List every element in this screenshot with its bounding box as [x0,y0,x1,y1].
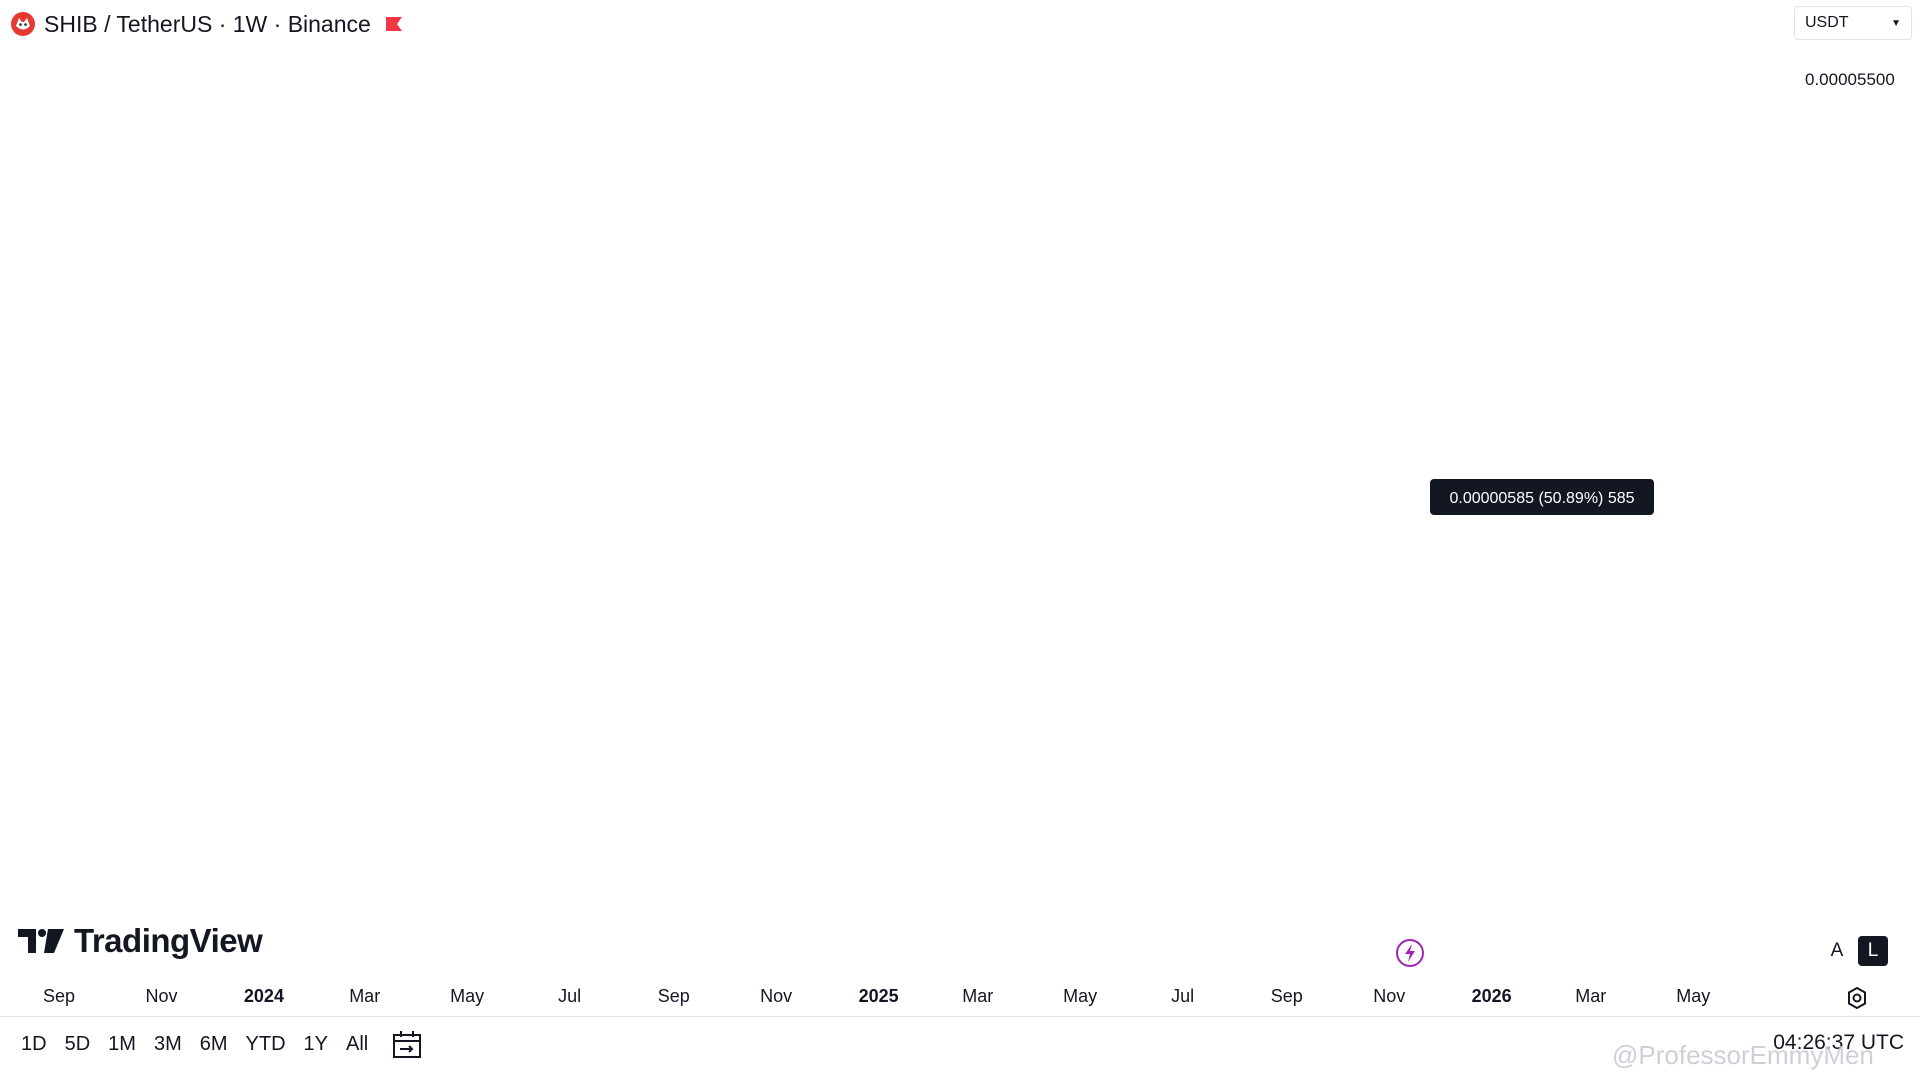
bottom-toolbar: 1D 5D 1M 3M 6M YTD 1Y All 04:26:37 UTC [0,1016,1920,1072]
lightning-icon[interactable] [1394,937,1426,969]
time-tick-label: Sep [1271,986,1303,1006]
time-tick-label: Mar [349,986,380,1006]
range-all[interactable]: All [346,1033,369,1055]
range-5d[interactable]: 5D [64,1033,91,1055]
watermark-text: @ProfessorEmmyMen [1612,1040,1874,1070]
clock-utc[interactable]: 04:26:37 UTC [1773,1031,1904,1054]
range-1m[interactable]: 1M [108,1033,136,1055]
currency-value: USDT [1805,14,1849,31]
range-3m[interactable]: 3M [153,1033,182,1055]
time-tick-label: 2025 [859,986,899,1006]
price-axis: 0.000055000.000045000.000039000.00003300… [1805,70,1895,89]
tradingview-logo[interactable]: TradingView [18,922,263,960]
time-tick-label: May [1676,986,1710,1006]
time-tick-label: May [1063,986,1097,1006]
measure-label[interactable]: 0.00000585 (50.89%) 585 [1430,479,1654,515]
time-tick-label: Mar [962,986,993,1006]
time-tick-label: Nov [145,986,177,1006]
time-tick-label: Mar [1575,986,1606,1006]
settings-icon[interactable] [1842,983,1872,1013]
symbol-title[interactable]: SHIB / TetherUS · 1W · Binance [44,10,371,37]
shib-coin-icon [11,12,35,36]
measure-label-text: 0.00000585 (50.89%) 585 [1449,490,1634,507]
time-tick-label: 2024 [244,986,284,1006]
time-tick-label: Sep [43,986,75,1006]
chart-header: SHIB / TetherUS · 1W · Binance [10,8,403,40]
price-tick-label: 0.00005500 [1805,70,1895,89]
red-flag-icon[interactable] [385,16,403,32]
range-1d[interactable]: 1D [21,1033,47,1055]
time-tick-label: Jul [558,986,581,1006]
chevron-down-icon: ▼ [1891,17,1901,29]
time-tick-label: Nov [760,986,792,1006]
time-tick-label: Nov [1373,986,1405,1006]
range-ytd[interactable]: YTD [245,1033,286,1055]
time-tick-label: 2026 [1472,986,1512,1006]
time-tick-label: Jul [1171,986,1194,1006]
tradingview-logo-icon [18,929,64,953]
range-buttons: 1D 5D 1M 3M 6M YTD 1Y All [12,1029,377,1060]
auto-scale-toggle[interactable]: A [1830,940,1844,961]
currency-selector[interactable]: USDT ▼ [1794,6,1912,40]
time-tick-label: May [450,986,484,1006]
time-axis: Sep Nov 2024 Mar May Jul Sep Nov 2025 Mar May Jul Se… [43,986,1710,1006]
brand-name: TradingView [74,922,263,959]
time-tick-label: Sep [658,986,690,1006]
range-1y[interactable]: 1Y [303,1033,329,1055]
log-scale-toggle[interactable]: L [1858,936,1888,966]
range-6m[interactable]: 6M [199,1033,228,1055]
calendar-range-icon[interactable] [390,1029,424,1061]
